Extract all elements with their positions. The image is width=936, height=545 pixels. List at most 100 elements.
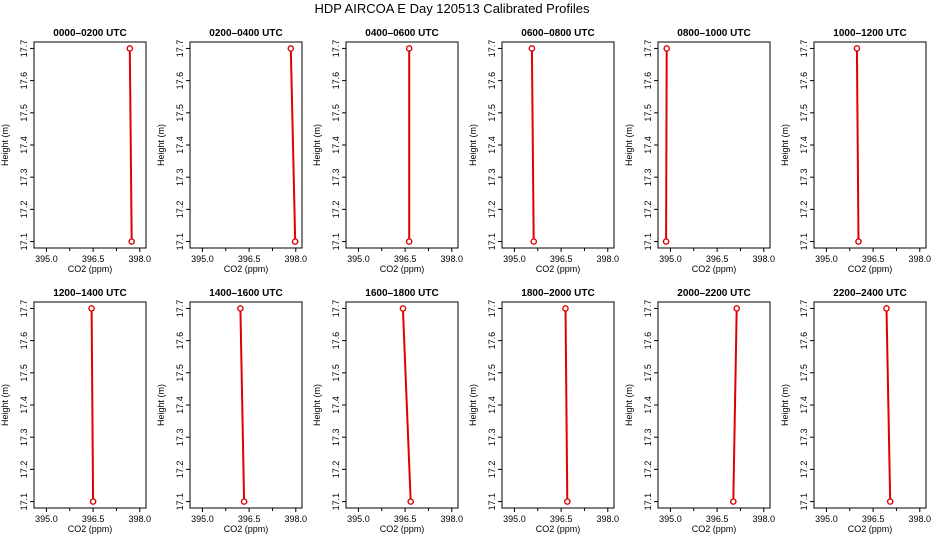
x-axis-label: CO2 (ppm)	[692, 264, 737, 274]
y-tick-label: 17.2	[331, 201, 341, 219]
y-axis-label: Height (m)	[624, 384, 634, 426]
y-tick-label: 17.5	[487, 364, 497, 382]
x-tick-label: 396.5	[82, 254, 105, 264]
y-tick-label: 17.2	[19, 201, 29, 219]
y-tick-label: 17.7	[799, 300, 809, 318]
x-tick-label: 395.0	[503, 254, 526, 264]
profile-point	[883, 305, 890, 312]
profile-line	[401, 308, 412, 502]
profile-line	[128, 48, 133, 242]
y-tick-label: 17.1	[331, 233, 341, 251]
y-tick-label: 17.3	[175, 428, 185, 446]
panel-title: 2000–2200 UTC	[677, 288, 750, 299]
y-tick-label: 17.1	[175, 233, 185, 251]
y-tick-label: 17.3	[487, 168, 497, 186]
y-tick-label: 17.5	[175, 104, 185, 122]
panel-title: 0400–0600 UTC	[365, 28, 438, 39]
profile-point	[562, 305, 569, 312]
y-tick-label: 17.4	[643, 136, 653, 154]
y-tick-label: 17.7	[175, 300, 185, 318]
y-tick-label: 17.6	[799, 72, 809, 90]
profile-point	[128, 238, 135, 245]
y-tick-label: 17.7	[643, 300, 653, 318]
y-tick-label: 17.1	[799, 233, 809, 251]
x-tick-label: 396.5	[238, 514, 261, 524]
x-tick-label: 396.5	[394, 254, 417, 264]
x-tick-label: 398.0	[753, 254, 776, 264]
y-tick-label: 17.1	[799, 493, 809, 511]
y-tick-label: 17.5	[643, 104, 653, 122]
panel-title: 1000–1200 UTC	[833, 28, 906, 39]
profile-point	[405, 45, 413, 52]
profile-line	[732, 308, 738, 502]
x-tick-label: 398.0	[441, 514, 464, 524]
y-tick-label: 17.6	[19, 72, 29, 90]
y-tick-label: 17.3	[331, 428, 341, 446]
profile-point	[528, 45, 536, 52]
x-tick-label: 396.5	[706, 254, 729, 264]
profile-point	[662, 238, 670, 245]
y-tick-label: 17.7	[331, 300, 341, 318]
y-tick-label: 17.1	[175, 493, 185, 511]
y-tick-label: 17.2	[487, 461, 497, 479]
y-tick-label: 17.6	[799, 332, 809, 350]
y-tick-label: 17.5	[799, 104, 809, 122]
y-tick-label: 17.4	[331, 136, 341, 154]
panel-2: 0200–0400 UTC 395.0 396.5 398.0 CO2 (ppm) 17.…	[156, 28, 307, 274]
profile-point	[237, 305, 244, 312]
x-tick-label: 395.0	[815, 514, 838, 524]
x-axis-label: CO2 (ppm)	[692, 524, 737, 534]
profile-point	[853, 45, 861, 52]
figure-title: HDP AIRCOA E Day 120513 Calibrated Profi…	[314, 1, 590, 16]
x-tick-label: 398.0	[909, 254, 932, 264]
y-tick-label: 17.5	[799, 364, 809, 382]
y-tick-label: 17.5	[331, 104, 341, 122]
profile-line	[530, 48, 535, 242]
x-tick-label: 396.5	[82, 514, 105, 524]
y-tick-label: 17.1	[643, 493, 653, 511]
y-tick-label: 17.6	[175, 332, 185, 350]
profile-line	[564, 308, 569, 502]
y-tick-label: 17.1	[331, 493, 341, 511]
y-tick-label: 17.7	[19, 40, 29, 58]
y-tick-label: 17.3	[643, 428, 653, 446]
panel-title: 0200–0400 UTC	[209, 28, 282, 39]
y-tick-label: 17.3	[643, 168, 653, 186]
panel-title: 1200–1400 UTC	[53, 288, 126, 299]
profile-line	[665, 48, 668, 242]
panel-12: 2200–2400 UTC 395.0 396.5 398.0 CO2 (ppm) 17.…	[780, 288, 931, 534]
y-tick-label: 17.4	[175, 396, 185, 414]
profile-point	[88, 305, 95, 312]
x-tick-label: 398.0	[129, 254, 152, 264]
profile-line	[289, 48, 297, 242]
profile-line	[885, 308, 892, 502]
y-tick-label: 17.4	[19, 396, 29, 414]
panel-10: 1800–2000 UTC 395.0 396.5 398.0 CO2 (ppm) 17.…	[468, 288, 619, 534]
y-tick-label: 17.1	[487, 493, 497, 511]
plot-frame	[813, 41, 927, 249]
y-tick-label: 17.3	[175, 168, 185, 186]
y-tick-label: 17.7	[19, 300, 29, 318]
x-tick-label: 396.5	[706, 514, 729, 524]
x-tick-label: 395.0	[35, 514, 58, 524]
profile-point	[733, 305, 741, 312]
panel-7: 1200–1400 UTC 395.0 396.5 398.0 CO2 (ppm) 17.…	[0, 288, 151, 534]
x-axis-label: CO2 (ppm)	[536, 524, 581, 534]
plot-frame	[189, 301, 303, 509]
profile-line	[239, 308, 246, 502]
plot-frame	[345, 301, 459, 509]
x-tick-label: 395.0	[347, 254, 370, 264]
x-tick-label: 398.0	[909, 514, 932, 524]
profile-point	[287, 45, 295, 52]
y-tick-label: 17.3	[19, 168, 29, 186]
y-tick-label: 17.5	[331, 364, 341, 382]
x-tick-label: 395.0	[347, 514, 370, 524]
profile-point	[886, 498, 894, 505]
y-tick-label: 17.7	[643, 40, 653, 58]
x-tick-label: 395.0	[503, 514, 526, 524]
x-tick-label: 395.0	[35, 254, 58, 264]
y-tick-label: 17.6	[19, 332, 29, 350]
panel-title: 0000–0200 UTC	[53, 28, 126, 39]
profile-point	[530, 238, 538, 245]
y-tick-label: 17.3	[799, 428, 809, 446]
